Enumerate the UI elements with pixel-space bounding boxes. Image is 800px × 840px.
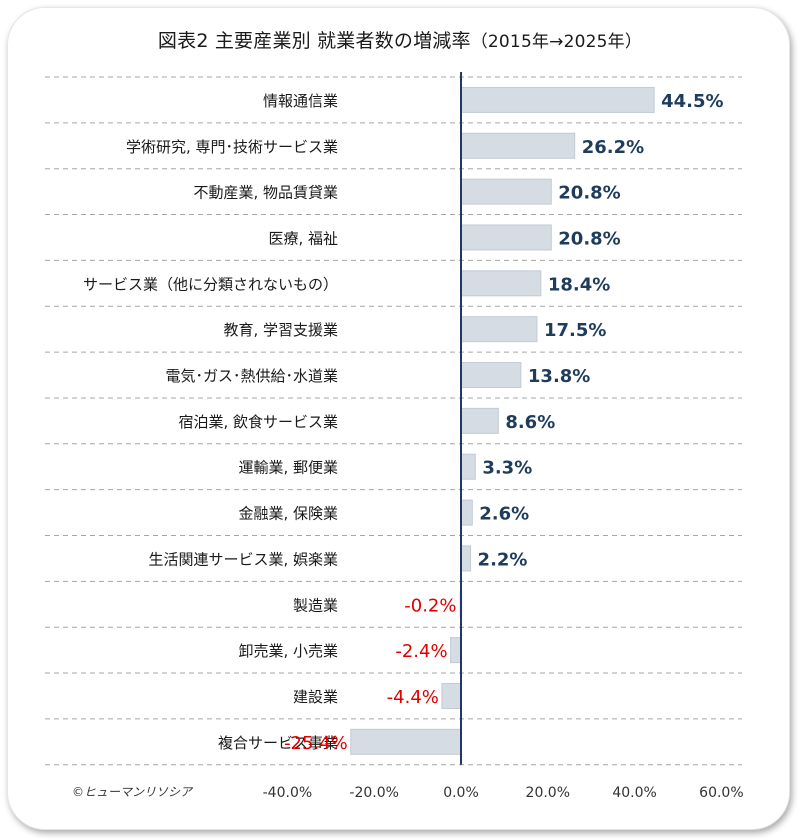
category-label: サービス業（他に分類されないもの）: [83, 275, 338, 293]
category-label: 不動産業, 物品賃貸業: [193, 184, 338, 202]
bar: [460, 86, 655, 113]
data-label: 2.6%: [479, 504, 529, 525]
x-tick-label: -40.0%: [263, 785, 313, 801]
chart-title: 図表2 主要産業別 就業者数の増減率（2015年→2025年）: [0, 26, 800, 53]
data-label: -4.4%: [387, 687, 439, 708]
bar: [460, 178, 552, 205]
category-label: 電気･ガス･熱供給･水道業: [165, 367, 338, 385]
category-label: 卸売業, 小売業: [238, 642, 338, 660]
bar: [460, 132, 576, 159]
category-label: 情報通信業: [263, 92, 338, 110]
copyright-notice: ©ヒューマンリソシア: [72, 785, 193, 799]
category-label: 建設業: [293, 688, 338, 706]
chart-subtitle: （2015年→2025年）: [470, 32, 643, 52]
bar: [350, 728, 462, 755]
data-label: 3.3%: [482, 458, 532, 479]
data-label: 2.2%: [478, 549, 528, 570]
x-tick-label: 20.0%: [526, 785, 570, 801]
data-label: -25.4%: [284, 733, 348, 754]
data-label: 26.2%: [582, 137, 644, 158]
category-label: 学術研究, 専門･技術サービス業: [126, 138, 338, 156]
bar: [460, 545, 472, 572]
category-label: 教育, 学習支援業: [223, 321, 338, 339]
data-label: 17.5%: [544, 320, 606, 341]
data-label: 20.8%: [558, 183, 620, 204]
category-label: 複合サービス事業: [218, 734, 338, 752]
data-label: 8.6%: [505, 412, 555, 433]
x-tick-label: -20.0%: [349, 785, 399, 801]
bar: [441, 682, 462, 709]
category-label: 宿泊業, 飲食サービス業: [178, 413, 338, 431]
data-label: 20.8%: [558, 228, 620, 249]
category-label: 生活関連サービス業, 娯楽業: [148, 550, 338, 568]
bar: [460, 316, 538, 343]
chart-card: [7, 7, 790, 830]
x-tick-label: 0.0%: [443, 785, 479, 801]
bar: [460, 270, 542, 297]
data-label: 18.4%: [548, 274, 610, 295]
category-label: 金融業, 保険業: [238, 505, 338, 523]
bar: [460, 224, 552, 251]
data-label: -0.2%: [404, 595, 456, 616]
bar: [460, 453, 476, 480]
bar: [460, 407, 499, 434]
data-label: 13.8%: [528, 366, 590, 387]
bar: [450, 637, 462, 664]
category-label: 製造業: [293, 596, 338, 614]
category-label: 医療, 福祉: [268, 229, 338, 247]
x-tick-label: 40.0%: [612, 785, 656, 801]
bar: [460, 499, 473, 526]
data-label: -2.4%: [395, 641, 447, 662]
category-label: 運輸業, 郵便業: [238, 459, 338, 477]
bar: [460, 362, 522, 389]
chart-title-main: 図表2 主要産業別 就業者数の増減率: [157, 30, 471, 52]
x-tick-label: 60.0%: [699, 785, 743, 801]
data-label: 44.5%: [661, 91, 723, 112]
